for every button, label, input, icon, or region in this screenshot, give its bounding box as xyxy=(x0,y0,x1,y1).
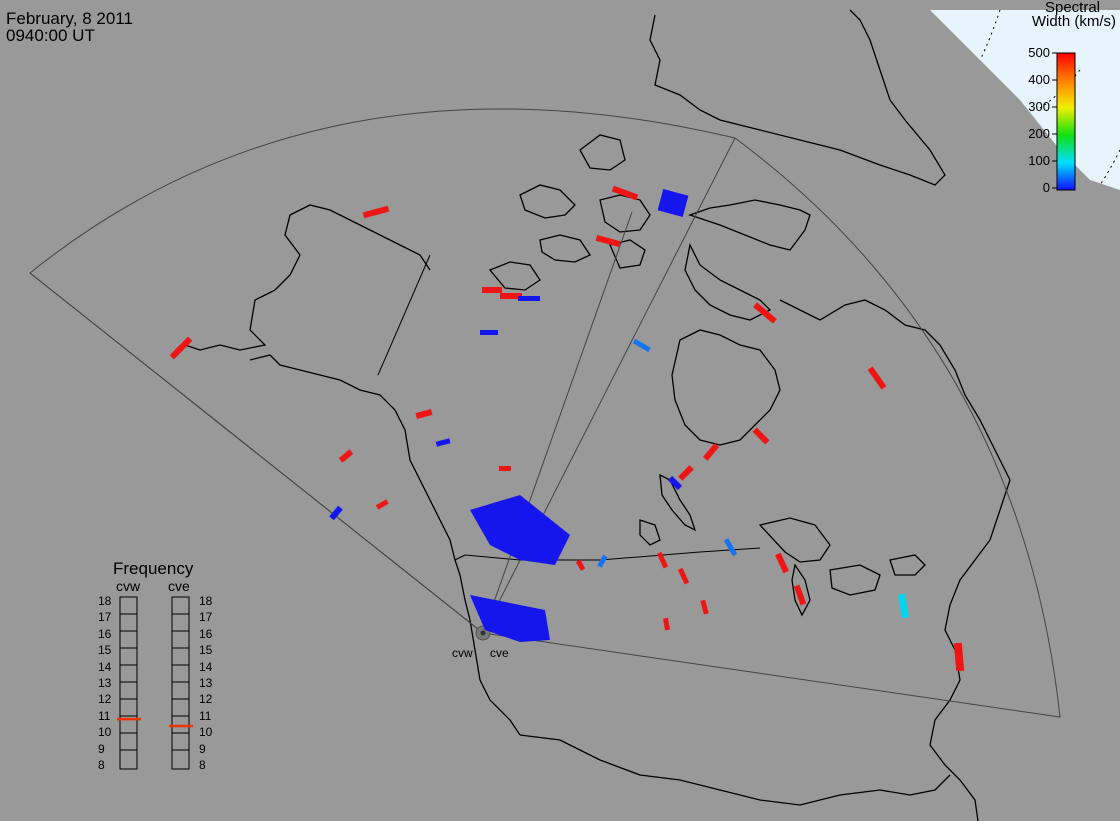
radar-label-cve: cve xyxy=(168,578,190,594)
frequency-tick-label: 11 xyxy=(98,708,111,723)
frequency-tick-label: 14 xyxy=(199,659,213,674)
colorbar-ticks xyxy=(1052,52,1057,189)
frequency-tick-label: 18 xyxy=(199,594,213,608)
date-label: February, 8 2011 xyxy=(6,9,133,28)
site-label-cve: cve xyxy=(490,646,509,660)
frequency-tick-label: 8 xyxy=(98,758,105,772)
colorbar-tick-label: 300 xyxy=(1028,99,1050,114)
frequency-title: Frequency xyxy=(113,559,194,578)
colorbar-tick-label: 200 xyxy=(1028,126,1050,141)
frequency-tick-label: 13 xyxy=(199,676,213,690)
colorbar-tick-label: 100 xyxy=(1028,153,1050,168)
frequency-tick-label: 12 xyxy=(199,692,213,707)
frequency-tick-label: 16 xyxy=(98,626,112,641)
frequency-tick-label: 13 xyxy=(98,676,112,690)
radar-site-marker xyxy=(480,630,486,636)
frequency-panel xyxy=(119,596,190,770)
frequency-tick-label: 8 xyxy=(199,758,206,772)
frequency-tick-label: 11 xyxy=(199,708,212,723)
colorbar-tick-label: 500 xyxy=(1028,45,1050,60)
radar-label-cvw: cvw xyxy=(116,578,141,594)
colorbar-units: Width (km/s) xyxy=(1031,13,1116,30)
colorbar-tick-label: 400 xyxy=(1028,72,1050,87)
frequency-tick-label: 16 xyxy=(199,626,213,641)
frequency-tick-label: 10 xyxy=(199,725,213,740)
site-label-cvw: cvw xyxy=(452,646,473,660)
frequency-tick-label: 17 xyxy=(98,610,112,625)
colorbar-title: Spectral xyxy=(1044,0,1100,16)
frequency-tick-label: 12 xyxy=(98,692,112,707)
frequency-tick-label: 14 xyxy=(98,659,112,674)
frequency-tick-label: 10 xyxy=(98,725,112,740)
frequency-tick-label: 18 xyxy=(98,594,112,608)
frequency-tick-label: 9 xyxy=(98,741,105,756)
coastlines xyxy=(184,9,1011,821)
borders xyxy=(377,254,761,561)
frequency-tick-label: 15 xyxy=(199,643,213,658)
latitude-arc xyxy=(979,9,1001,61)
frequency-tick-label: 9 xyxy=(199,741,206,756)
frequency-tick-label: 15 xyxy=(98,643,112,658)
time-label: 0940:00 UT xyxy=(6,26,95,45)
frequency-tick-label: 17 xyxy=(199,610,213,625)
colorbar-scale xyxy=(1056,52,1076,191)
scatter-echoes xyxy=(169,185,965,672)
latitude-arc xyxy=(1099,149,1120,186)
colorbar-tick-label: 0 xyxy=(1042,180,1050,195)
